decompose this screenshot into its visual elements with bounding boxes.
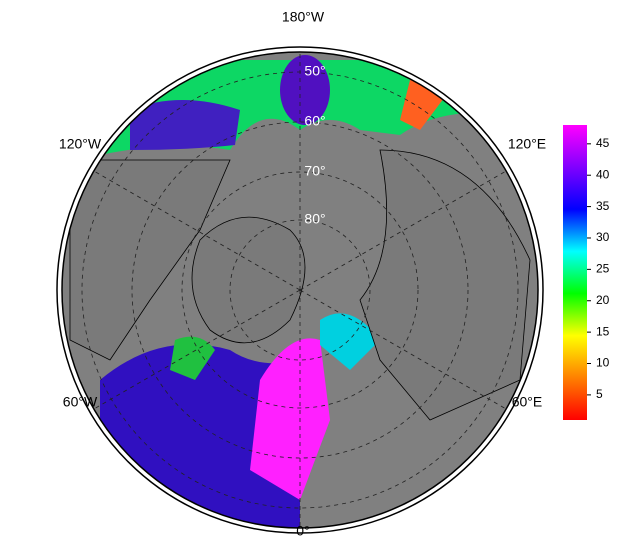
latitude-label: 80°: [304, 211, 325, 227]
field-labrador: [170, 336, 215, 380]
latitude-label: 70°: [304, 163, 325, 179]
meridian: [299, 169, 509, 291]
colorbar: [563, 125, 587, 420]
map-border-outer: [56, 46, 544, 534]
latitude-label: 60°: [304, 113, 325, 129]
longitude-label: 60°E: [512, 394, 543, 410]
longitude-label: 0°: [296, 523, 309, 539]
colorbar-tick-label: 5: [596, 387, 603, 401]
colorbar-tick-label: 10: [596, 356, 610, 370]
latitude-ring: [131, 121, 469, 459]
latitude-ring: [181, 171, 419, 409]
land-greenland: [191, 216, 306, 344]
colorbar-tick-label: 35: [596, 199, 610, 213]
meridian: [299, 289, 509, 411]
field-norwegian-sea: [250, 338, 330, 500]
meridian: [91, 289, 301, 411]
colorbar-tick-label: 30: [596, 230, 610, 244]
field-bering: [130, 100, 240, 150]
colorbar-tick-label: 20: [596, 293, 610, 307]
meridian: [91, 169, 301, 291]
longitude-label: 180°W: [282, 9, 325, 25]
colorbar-tick-label: 40: [596, 167, 610, 181]
longitude-label: 120°E: [508, 136, 546, 152]
latitude-label: 50°: [304, 63, 325, 79]
longitude-label: 120°W: [59, 136, 102, 152]
colorbar-tick-label: 15: [596, 324, 610, 338]
longitude-label: 60°W: [63, 394, 98, 410]
graticule: [81, 52, 519, 528]
map-border: [61, 51, 539, 529]
colorbar-tick-label: 45: [596, 136, 610, 150]
colorbar-tick-label: 25: [596, 262, 610, 276]
latitude-ring: [229, 219, 371, 361]
land-north-america: [69, 159, 231, 361]
